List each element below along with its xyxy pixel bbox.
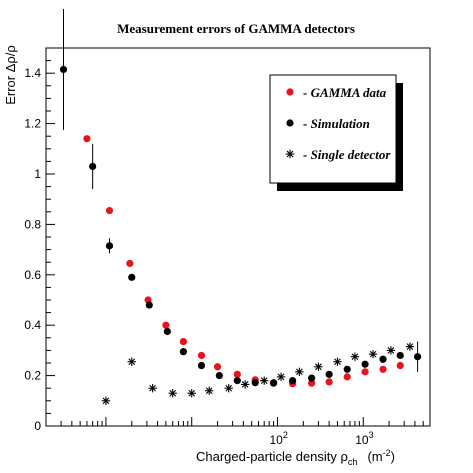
y-tick-label: 0 (34, 419, 41, 433)
legend: - GAMMA data - Simulation - Single detec… (269, 74, 403, 191)
y-tick-label: 1.2 (24, 117, 41, 131)
data-point-star (187, 389, 196, 398)
data-point (233, 377, 241, 385)
data-point (162, 321, 170, 329)
data-point (308, 379, 316, 387)
data-point-star (295, 367, 304, 377)
data-point-star (205, 386, 214, 395)
y-axis-label: Error Δρ/ρ (3, 45, 18, 105)
x-tick-label: 103 (355, 430, 373, 447)
data-point (197, 351, 206, 360)
data-point-star (127, 357, 136, 366)
data-point-star (405, 342, 415, 351)
data-point-star (350, 352, 360, 361)
data-point (145, 301, 153, 309)
data-point (179, 337, 188, 346)
data-point-star (314, 362, 323, 371)
y-tick-label: 0.2 (24, 369, 41, 383)
data-point (325, 378, 333, 386)
data-point-star (386, 346, 396, 355)
data-point (197, 361, 206, 370)
data-point (343, 373, 351, 381)
y-tick-label: 0.4 (24, 318, 41, 332)
legend-label-single: - Single detector (303, 147, 391, 162)
data-point (325, 370, 333, 378)
y-axis: 0 0.2 0.4 0.6 0.8 1 1.2 1.4 (24, 47, 55, 433)
y-tick-label: 0.6 (24, 268, 41, 282)
data-point-star (148, 384, 157, 393)
legend-label-simulation: - Simulation (303, 116, 370, 131)
data-point (105, 242, 114, 250)
legend-marker-gamma (286, 88, 294, 96)
data-point (179, 348, 188, 356)
data-point (413, 353, 422, 361)
data-series (59, 8, 422, 405)
legend-label-gamma: - GAMMA data (303, 85, 387, 100)
data-point (126, 259, 134, 268)
data-point (379, 365, 387, 373)
data-point-star (101, 396, 111, 405)
data-point (59, 65, 68, 74)
data-point-star (260, 376, 269, 385)
data-point (396, 351, 404, 360)
data-point (105, 206, 114, 215)
data-point (308, 374, 316, 382)
data-point-star (224, 384, 233, 393)
series-2 (59, 8, 422, 387)
data-point (213, 363, 222, 371)
data-point-star (276, 372, 286, 382)
data-point-star (368, 349, 378, 359)
x-tick-label: 102 (269, 430, 287, 447)
data-point (233, 370, 241, 378)
data-point (361, 368, 369, 376)
data-point (215, 372, 223, 380)
data-point-star (168, 389, 177, 398)
y-tick-label: 1 (34, 167, 41, 181)
series-3 (101, 342, 415, 405)
data-point (288, 377, 297, 385)
data-point (361, 360, 369, 368)
data-point (251, 379, 259, 387)
data-point (83, 135, 91, 143)
data-point (343, 365, 351, 373)
data-point-star (333, 357, 342, 366)
x-axis-label: Charged-particle density ρch (m-2) (196, 448, 395, 467)
legend-marker-single (285, 149, 295, 159)
legend-star-shape (285, 149, 295, 159)
data-point (128, 273, 136, 281)
data-point (379, 355, 387, 363)
y-tick-label: 1.4 (24, 66, 41, 80)
y-tick-label: 0.8 (24, 217, 41, 231)
data-point (89, 162, 97, 171)
data-point (163, 327, 171, 336)
chart-title: Measurement errors of GAMMA detectors (117, 21, 355, 36)
x-axis: 102 103 (45, 417, 431, 447)
legend-marker-simulation (286, 119, 294, 127)
data-point (396, 361, 404, 370)
data-point-star (240, 380, 250, 389)
data-point (269, 379, 278, 387)
